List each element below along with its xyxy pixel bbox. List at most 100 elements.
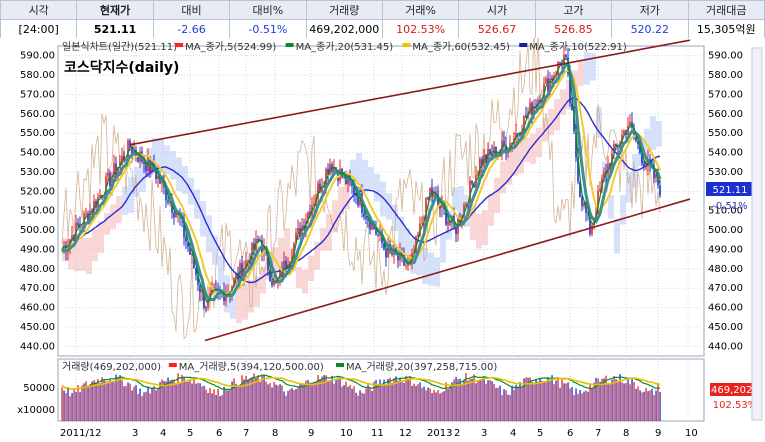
candle-body — [481, 159, 483, 167]
volume-bar — [519, 381, 521, 421]
volume-bar — [261, 374, 263, 421]
cloud-segment — [350, 159, 356, 187]
volume-bar — [643, 391, 645, 421]
candle-body — [371, 222, 373, 230]
price-tick-left: 520.00 — [20, 186, 55, 197]
candle-body — [619, 143, 621, 148]
cloud-segment — [92, 229, 98, 262]
volume-bar — [77, 385, 79, 421]
candle-body — [191, 253, 193, 255]
candle-body — [643, 163, 645, 167]
volume-bar — [315, 382, 317, 421]
volume-bar — [613, 375, 615, 421]
volume-bar — [221, 395, 223, 421]
volume-unit-label: x10000 — [17, 405, 55, 416]
volume-bar — [497, 387, 499, 421]
ma5-line — [61, 57, 661, 305]
volume-bar — [421, 387, 423, 421]
volume-bar — [483, 376, 485, 421]
volume-bar — [477, 381, 479, 421]
candle-body — [489, 149, 491, 154]
volume-bar — [281, 385, 283, 421]
volume-bar — [393, 378, 395, 421]
volume-bar — [591, 387, 593, 421]
volume-bar — [533, 382, 535, 421]
candle-body — [157, 175, 159, 179]
candle-body — [313, 203, 315, 206]
cloud-segment — [494, 177, 500, 214]
time-tick: 8 — [272, 428, 278, 439]
candle-body — [565, 54, 567, 58]
price-chart[interactable]: 일본식차트(일간)(521.11) MA_종가,5(524.99) MA_종가,20… — [0, 38, 765, 442]
candle-body — [405, 265, 407, 267]
price-tick-left: 580.00 — [20, 70, 55, 81]
volume-bar — [501, 395, 503, 421]
volume-bar — [451, 382, 453, 421]
main-legend: 일본식차트(일간)(521.11) MA_종가,5(524.99) MA_종가,20… — [62, 41, 627, 53]
volume-bar — [273, 382, 275, 421]
candle-body — [319, 183, 321, 192]
candle-body — [617, 146, 619, 148]
quote-header: 거래% — [381, 0, 460, 20]
volume-bar — [659, 391, 661, 421]
candle-body — [377, 234, 379, 236]
volume-axis-tick: 50000 — [23, 383, 55, 394]
volume-bar — [249, 378, 251, 421]
cloud-segment — [638, 141, 644, 167]
volume-bar — [147, 387, 149, 421]
cloud-segment — [320, 227, 326, 251]
candle-body — [235, 273, 237, 279]
candle-body — [469, 180, 471, 205]
cloud-segment — [554, 98, 560, 131]
legend-swatch — [168, 363, 177, 367]
volume-bar — [491, 381, 493, 421]
candle-body — [613, 144, 615, 154]
volume-bar — [363, 393, 365, 421]
moving-averages — [60, 57, 662, 305]
volume-bar — [271, 387, 273, 421]
candle-body — [85, 213, 87, 215]
current-price-label: 521.11 — [713, 185, 748, 196]
trend-channel — [129, 39, 691, 342]
volume-bar — [123, 386, 125, 421]
quote-header: 거래대금 — [687, 0, 765, 20]
candle-body — [333, 167, 335, 173]
cloud-segment — [128, 176, 134, 213]
volume-bar — [493, 383, 495, 421]
cloud-segment — [608, 195, 614, 219]
volume-bar — [357, 395, 359, 421]
grid-lines — [58, 46, 704, 421]
volume-bar — [321, 376, 323, 421]
volume-bar — [447, 389, 449, 421]
candle-body — [579, 181, 581, 197]
volume-bar — [603, 378, 605, 421]
volume-bar — [103, 379, 105, 421]
volume-bar — [177, 373, 179, 421]
volume-bar — [159, 382, 161, 421]
quote-open: 526.67 — [458, 19, 536, 39]
volume-bar — [601, 378, 603, 421]
volume-bar — [229, 389, 231, 421]
volume-bar — [107, 381, 109, 421]
quote-volume-pct: 102.53% — [381, 19, 460, 39]
candle-body — [109, 172, 111, 187]
volume-bar — [137, 393, 139, 421]
candle-body — [145, 163, 147, 172]
volume-bar — [299, 384, 301, 421]
candle-body — [127, 140, 129, 160]
volume-bar — [633, 382, 635, 421]
volume-bar — [143, 392, 145, 421]
chart-scrollbar[interactable] — [751, 47, 763, 421]
volume-bar — [117, 377, 119, 421]
volume-bar — [453, 379, 455, 421]
volume-bar — [287, 391, 289, 421]
quote-header: 현재가 — [76, 0, 154, 20]
candle-body — [183, 218, 185, 238]
legend-item: MA_종가,60(532.45) — [412, 41, 510, 53]
cloud-segment — [422, 247, 428, 285]
candle-body — [271, 281, 273, 286]
price-tick-right: 480.00 — [708, 264, 743, 275]
quote-current-price: 521.11 — [76, 19, 154, 39]
price-tick-right: 590.00 — [708, 51, 743, 62]
candle-body — [215, 289, 217, 291]
